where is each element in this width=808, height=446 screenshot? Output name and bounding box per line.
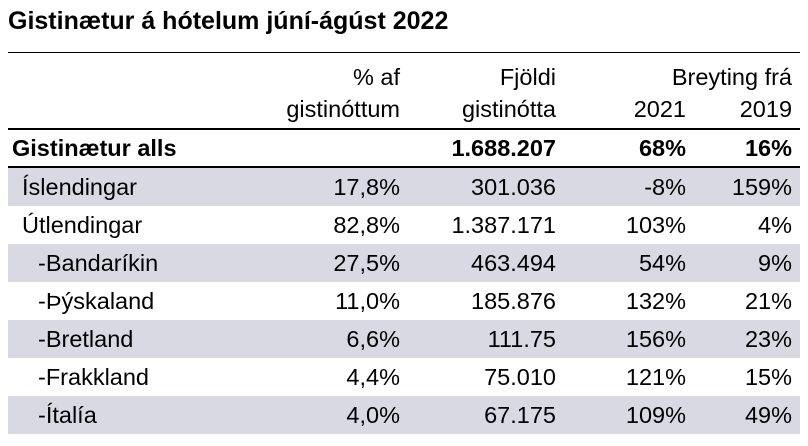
row-change-2019: 9% [694, 244, 801, 282]
table-row: Útlendingar 82,8% 1.387.171 103% 4% [8, 206, 800, 244]
hotel-nights-table: % af Fjöldi Breyting frá gistinóttum gis… [8, 52, 801, 434]
total-pct [244, 128, 408, 168]
row-label: -Frakkland [38, 363, 150, 390]
row-label: -Ítalía [8, 396, 244, 434]
total-row: Gistinætur alls 1.688.207 68% 16% [8, 128, 801, 168]
row-change-2021: -8% [564, 167, 694, 206]
row-pct: 27,5% [244, 244, 408, 282]
row-label: Íslendingar [8, 167, 244, 206]
table-row: -Þýskaland 11,0% 185.876 132% 21% [8, 282, 800, 320]
table-row: -Bandaríkin 27,5% 463.494 54% 9% [8, 244, 801, 282]
row-pct: 11,0% [335, 287, 400, 314]
row-change-2019: 4% [758, 211, 793, 238]
total-change-2019: 16% [694, 128, 801, 168]
row-change-2019: 21% [744, 287, 793, 314]
row-pct: 17,8% [244, 167, 408, 206]
row-change-2019: 15% [744, 363, 793, 390]
row-label: -Þýskaland [38, 287, 155, 314]
row-count: 301.036 [408, 167, 564, 206]
row-count: 463.494 [408, 244, 564, 282]
total-label: Gistinætur alls [8, 128, 244, 168]
header-change-2021: 2021 [633, 96, 686, 122]
header-count-line1: Fjöldi [408, 52, 564, 91]
table-row: Íslendingar 17,8% 301.036 -8% 159% [8, 167, 801, 206]
row-count: 111.75 [408, 320, 564, 358]
header-row-2: gistinóttum gistinótta 2021 2019 [8, 91, 800, 129]
table-row: -Ítalía 4,0% 67.175 109% 49% [8, 396, 801, 434]
total-change-2021: 68% [564, 128, 694, 168]
header-empty-cell [8, 52, 244, 91]
header-count-line2: gistinótta [461, 96, 556, 122]
row-label: -Bandaríkin [8, 244, 244, 282]
row-pct: 6,6% [244, 320, 408, 358]
total-count: 1.688.207 [408, 128, 564, 168]
row-label: Útlendingar [22, 211, 143, 238]
header-change: Breyting frá [564, 52, 801, 91]
table-row: -Frakkland 4,4% 75.010 121% 15% [8, 358, 800, 396]
row-change-2021: 54% [564, 244, 694, 282]
table-row: -Bretland 6,6% 111.75 156% 23% [8, 320, 801, 358]
row-count: 75.010 [484, 363, 556, 390]
header-pct-line2: gistinóttum [286, 96, 400, 122]
row-change-2021: 121% [625, 363, 686, 390]
header-empty-cell [8, 91, 244, 129]
row-pct: 4,4% [346, 363, 400, 390]
table-title: Gistinætur á hótelum júní-ágúst 2022 [8, 7, 449, 35]
table-body: Gistinætur alls 1.688.207 68% 16% Íslend… [8, 128, 801, 434]
row-change-2021: 109% [564, 396, 694, 434]
row-change-2021: 132% [625, 287, 686, 314]
row-count: 67.175 [408, 396, 564, 434]
row-change-2019: 49% [694, 396, 801, 434]
row-change-2021: 156% [564, 320, 694, 358]
header-change-2019: 2019 [739, 96, 793, 122]
row-pct: 82,8% [333, 211, 400, 238]
row-label: -Bretland [8, 320, 244, 358]
row-change-2019: 23% [694, 320, 801, 358]
row-pct: 4,0% [244, 396, 408, 434]
header-row-1: % af Fjöldi Breyting frá [8, 52, 801, 91]
header-pct-line1: % af [244, 52, 408, 91]
row-change-2019: 159% [694, 167, 801, 206]
table-header: % af Fjöldi Breyting frá gistinóttum gis… [8, 52, 801, 130]
row-count: 185.876 [471, 287, 556, 314]
row-change-2021: 103% [625, 211, 686, 238]
row-count: 1.387.171 [451, 211, 556, 238]
